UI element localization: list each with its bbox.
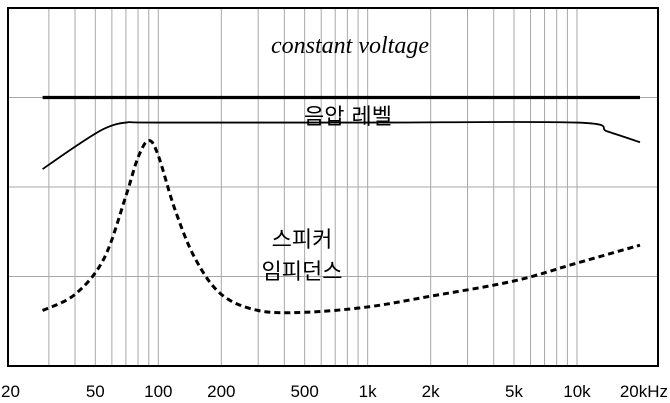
grid xyxy=(8,8,658,366)
annotation-spl: 음압 레벨 xyxy=(304,105,392,130)
x-tick-label: 2k xyxy=(422,382,440,401)
series-impedance xyxy=(41,138,641,315)
x-tick-label: 10k xyxy=(563,382,591,401)
x-tick-label: 100 xyxy=(144,382,172,401)
annotation-impedance-line1: 스피커 xyxy=(272,228,333,253)
x-tick-label: 200 xyxy=(207,382,235,401)
annotation-constant-voltage: constant voltage xyxy=(271,33,429,59)
x-tick-label: 500 xyxy=(290,382,318,401)
x-tick-label: 50 xyxy=(86,382,105,401)
x-tick-label: 20 xyxy=(1,382,20,401)
series-layer xyxy=(41,95,641,315)
x-tick-label: 20kHz xyxy=(620,382,668,401)
x-tick-label: 1k xyxy=(359,382,377,401)
plot-frame xyxy=(7,7,659,367)
x-tick-labels: 20 50 100 200 500 1k 2k 5k 10k 20kHz xyxy=(1,382,668,401)
x-tick-label: 5k xyxy=(505,382,523,401)
series-spl xyxy=(42,120,641,170)
annotation-impedance-line2: 임피던스 xyxy=(262,260,343,285)
